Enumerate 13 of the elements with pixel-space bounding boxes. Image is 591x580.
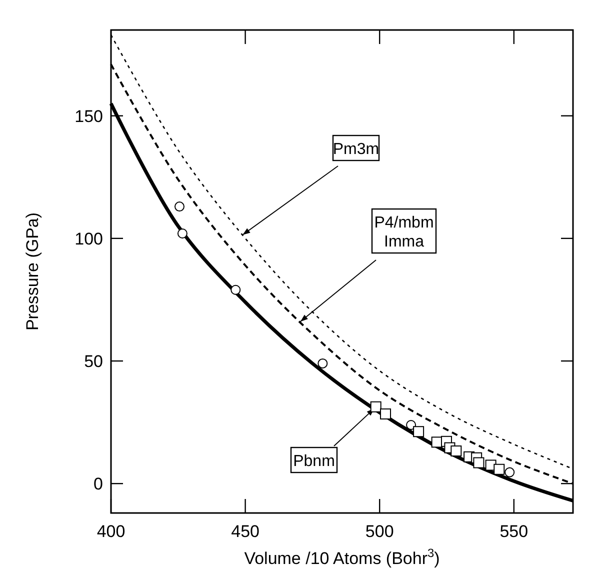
x-tick-label: 450 [231, 522, 260, 541]
text: P4/mbm Imma [374, 214, 434, 250]
y-tick-label: 100 [74, 229, 103, 248]
x-axis-title: Volume /10 Atoms (Bohr$^{3}$) [244, 546, 440, 568]
y-tick-label: 50 [84, 352, 103, 371]
x-tick-label: 550 [500, 522, 528, 541]
y-tick-label: 0 [94, 474, 103, 494]
y-axis-title: Pressure (GPa) [23, 212, 42, 331]
text: Pm3m [332, 141, 380, 158]
y-tick-label: 150 [74, 106, 103, 126]
text: Pbnm [293, 453, 335, 470]
x-tick-label: 400 [96, 522, 126, 541]
x-tick-label: 500 [365, 522, 394, 541]
